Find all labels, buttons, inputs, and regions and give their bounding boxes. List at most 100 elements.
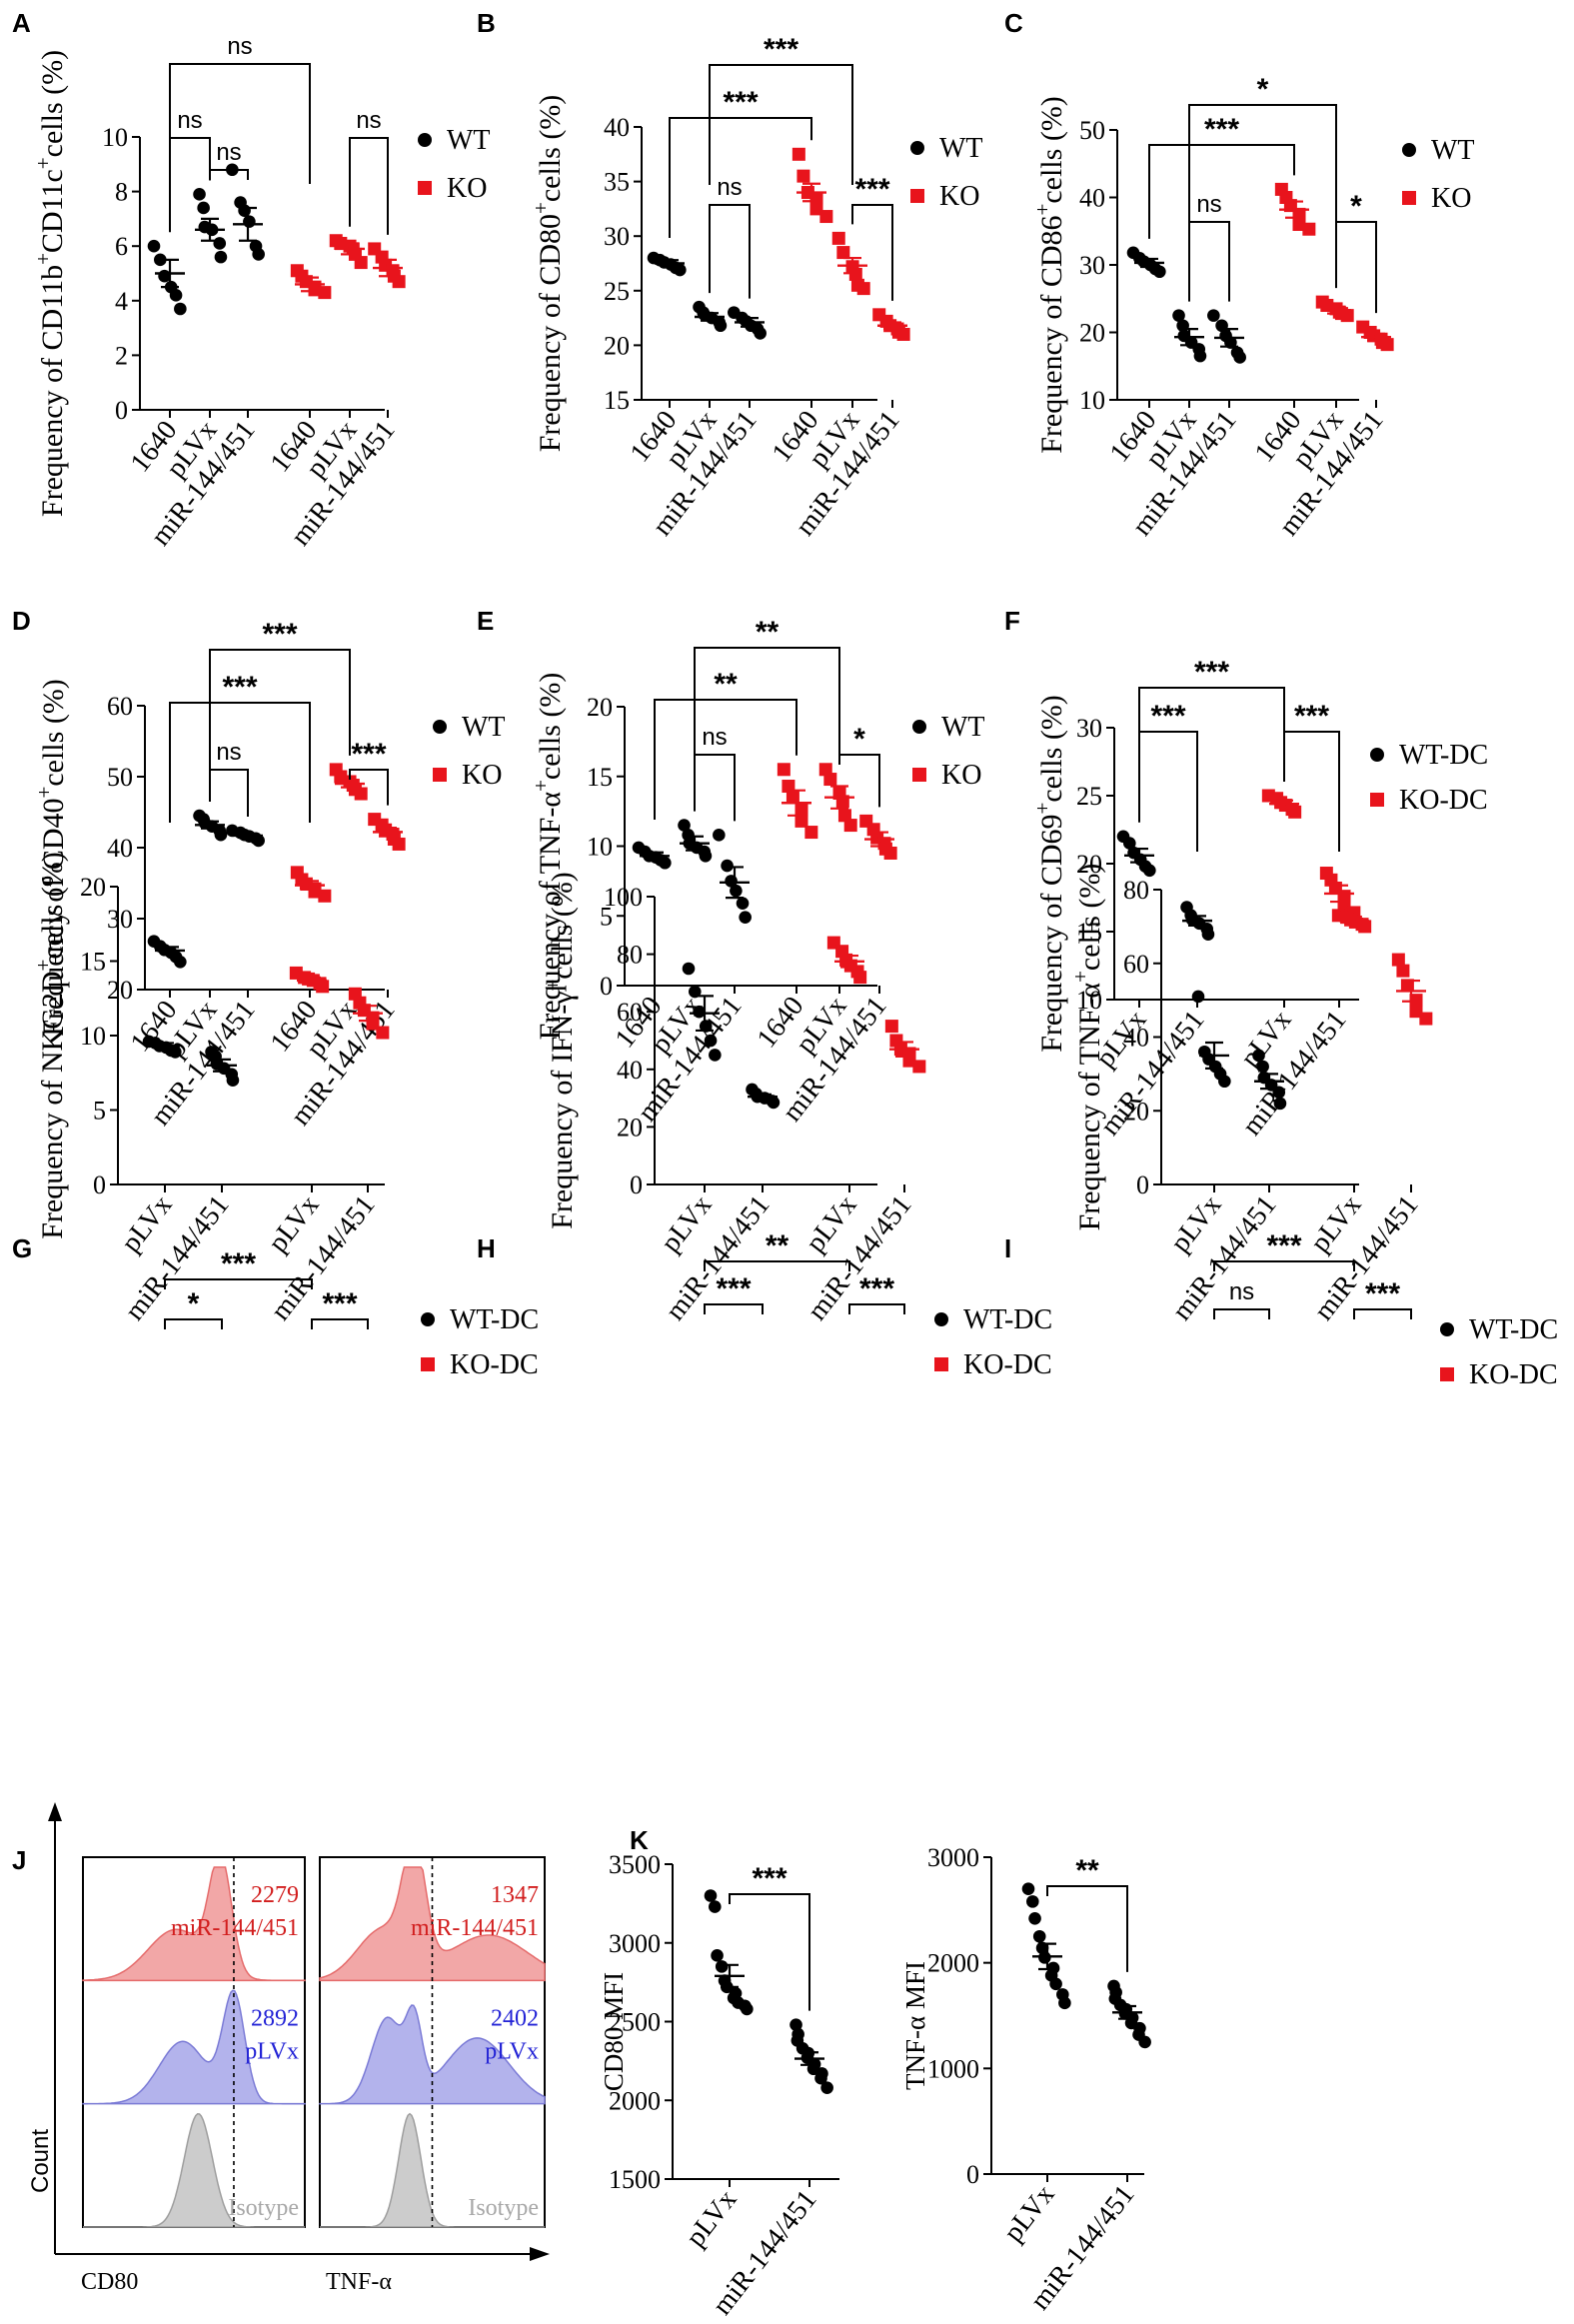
data-point-ko [1302, 222, 1316, 236]
significance-bracket [709, 64, 853, 185]
significance-label: *** [1365, 1277, 1400, 1310]
flow-histogram-1: 2279 miR-144/451 2892 pLVx Isotype CD80 [81, 1856, 306, 2295]
data-point-ko [809, 202, 823, 216]
y-tick-label: 2000 [927, 1949, 979, 1978]
data-point-ko [777, 763, 790, 777]
mfi-value-mir: 2279 [251, 1882, 299, 1908]
significance-bracket [169, 137, 211, 233]
y-axis-label: Frequency of CD40+cells (%) [32, 679, 70, 1037]
data-point-wt [741, 2002, 754, 2016]
data-point-wt [789, 2018, 802, 2031]
flow-panel-j: J Count 2279 miR-144/451 2892 pLVx Isotype CD80… [12, 1802, 550, 2295]
panel-label-i: I [1004, 1233, 1011, 1263]
y-axis-label: Frequency of NKG2D+cells (%) [31, 852, 69, 1239]
y-tick-label: 10 [587, 833, 613, 862]
y-tick-label: 35 [604, 168, 630, 197]
significance-label: ns [177, 107, 202, 134]
flow-histogram-2: 1347 miR-144/451 2402 pLVx Isotype TNF-α [319, 1856, 546, 2295]
legend-marker-wt [421, 1312, 435, 1326]
data-point-wt [739, 911, 752, 924]
significance-label: *** [1266, 1229, 1301, 1262]
x-arrow [530, 2247, 550, 2261]
legend-marker-ko [934, 1357, 948, 1371]
significance-bracket [1148, 144, 1295, 239]
significance-label: *** [752, 1862, 787, 1895]
legend-marker-ko [1440, 1367, 1454, 1381]
data-point-ko [318, 286, 332, 300]
data-point-ko [392, 275, 406, 289]
significance-bracket [704, 1303, 764, 1314]
y-axis-label: Frequency of CD11b+CD11c+cells (%) [31, 50, 69, 517]
significance-bracket [848, 1303, 905, 1314]
legend-label: WT-DC [1469, 1314, 1558, 1345]
data-point-ko [316, 980, 330, 994]
significance-label: *** [351, 738, 386, 771]
data-point-wt [1218, 1075, 1231, 1089]
significance-bracket [209, 169, 249, 181]
significance-bracket [709, 204, 751, 299]
legend-label: KO [941, 760, 981, 791]
y-tick-label: 0 [1136, 1170, 1149, 1199]
significance-bracket [349, 769, 389, 806]
y-tick-label: 15 [587, 763, 613, 792]
y-tick-label: 5 [600, 902, 613, 931]
legend-marker-wt [1370, 748, 1384, 762]
significance-bracket [1138, 731, 1198, 852]
y-tick-label: 40 [1123, 1024, 1149, 1053]
legend-label: WT [462, 712, 506, 743]
data-point-wt [699, 1020, 713, 1033]
data-point-wt [226, 1074, 240, 1087]
significance-label: ns [717, 174, 742, 201]
significance-bracket [1353, 1308, 1412, 1319]
data-point-ko [804, 826, 818, 840]
significance-label: *** [221, 1247, 256, 1280]
mfi-value-mir: 1347 [491, 1882, 539, 1908]
significance-label: *** [1194, 656, 1229, 689]
y-tick-label: 10 [80, 1022, 106, 1051]
significance-bracket [669, 117, 812, 238]
significance-bracket [1213, 1308, 1270, 1319]
legend-label: WT [447, 125, 491, 156]
data-point-ko [818, 763, 832, 777]
y-tick-label: 0 [966, 2160, 979, 2189]
histogram-mir [82, 1866, 306, 1982]
y-axis-label: Frequency of CD69+cells (%) [1030, 695, 1068, 1053]
legend-label: KO [462, 760, 502, 791]
y-tick-label: 15 [80, 948, 106, 977]
data-point-wt [1252, 1049, 1265, 1063]
legend-marker-wt [418, 133, 432, 147]
y-tick-label: 15 [604, 386, 630, 415]
y-tick-label: 0 [115, 396, 128, 425]
data-point-ko [1340, 309, 1354, 323]
significance-bracket [1188, 104, 1337, 225]
data-point-wt [704, 1034, 718, 1048]
data-point-wt [1025, 1895, 1039, 1908]
y-tick-label: 20 [80, 873, 106, 902]
y-tick-label: 15 [1076, 918, 1102, 947]
significance-label: ns [1229, 1278, 1254, 1305]
significance-label: ** [756, 616, 780, 649]
significance-bracket [209, 769, 249, 817]
data-point-wt [708, 1900, 722, 1913]
y-tick-label: 1000 [927, 2054, 979, 2083]
data-point-ko [1292, 218, 1306, 231]
legend-label: KO-DC [450, 1349, 539, 1380]
data-point-wt [730, 884, 743, 898]
y-tick-label: 20 [1123, 1097, 1149, 1126]
y-axis-label: TNF-α MFI [900, 1961, 930, 2090]
significance-label: * [1350, 190, 1362, 223]
data-point-ko [794, 803, 808, 817]
data-point-wt [1233, 351, 1246, 364]
legend-marker-wt [912, 720, 926, 734]
significance-bracket [349, 137, 389, 235]
data-point-wt [214, 828, 228, 842]
panel-label-f: F [1004, 606, 1020, 636]
data-point-ko [392, 837, 406, 851]
y-tick-label: 5 [93, 1097, 106, 1126]
legend-label: KO [939, 181, 979, 212]
y-tick-label: 1500 [609, 2165, 661, 2194]
data-point-ko [354, 787, 368, 801]
legend-marker-wt [934, 1312, 948, 1326]
